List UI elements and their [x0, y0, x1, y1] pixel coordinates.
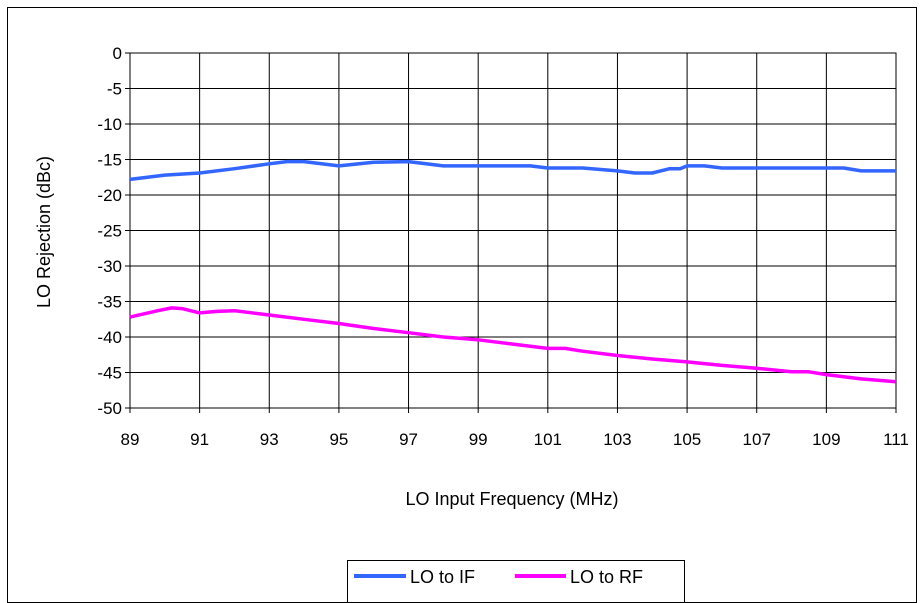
x-tick-label: 99 — [469, 430, 488, 449]
y-tick-label: -35 — [97, 293, 122, 312]
y-tick-label: 0 — [113, 44, 122, 63]
y-tick-label: -30 — [97, 257, 122, 276]
chart-border — [7, 7, 917, 603]
x-tick-label: 101 — [534, 430, 562, 449]
y-tick-label: -25 — [97, 222, 122, 241]
y-tick-label: -45 — [97, 364, 122, 383]
x-tick-label: 95 — [329, 430, 348, 449]
legend: LO to IF LO to RF — [347, 560, 685, 603]
x-tick-label: 97 — [399, 430, 418, 449]
y-tick-label: -40 — [97, 328, 122, 347]
plot-area: 0 -5 -10 -15 -20 -25 -30 -35 -40 -45 -50 89 91 93 95 97… — [97, 44, 909, 449]
y-tick-label: -5 — [107, 80, 122, 99]
y-tick-label: -20 — [97, 186, 122, 205]
legend-label-lo-to-rf: LO to RF — [570, 567, 643, 587]
x-tick-label: 103 — [603, 430, 631, 449]
x-axis-title: LO Input Frequency (MHz) — [405, 489, 618, 509]
y-tick-label: -10 — [97, 115, 122, 134]
y-axis-title: LO Rejection (dBc) — [34, 156, 54, 308]
legend-box — [347, 560, 685, 603]
legend-label-lo-to-if: LO to IF — [410, 567, 475, 587]
x-tick-label: 91 — [190, 430, 209, 449]
x-tick-label: 105 — [673, 430, 701, 449]
x-tick-label: 93 — [260, 430, 279, 449]
x-tick-label: 111 — [883, 430, 909, 449]
series-line-lo-to-rf — [129, 306, 897, 384]
x-tick-label: 89 — [121, 430, 140, 449]
y-tick-label: -15 — [97, 151, 122, 170]
y-tick-label: -50 — [97, 399, 122, 418]
series-line-lo-to-if — [129, 159, 896, 182]
x-tick-label: 109 — [812, 430, 840, 449]
x-tick-label: 107 — [743, 430, 771, 449]
plot-frame — [129, 52, 897, 409]
